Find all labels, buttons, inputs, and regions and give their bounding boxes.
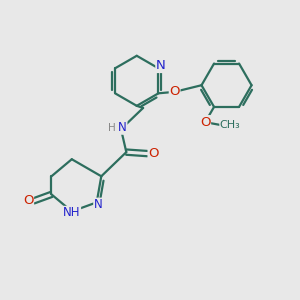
Text: O: O [169,85,180,98]
Text: N: N [118,121,127,134]
Text: O: O [23,194,34,207]
Text: CH₃: CH₃ [220,120,241,130]
Text: O: O [200,116,211,129]
Text: H: H [108,123,116,133]
Text: N: N [94,198,103,211]
Text: O: O [148,147,159,160]
Text: N: N [156,59,166,72]
Text: NH: NH [63,206,80,219]
